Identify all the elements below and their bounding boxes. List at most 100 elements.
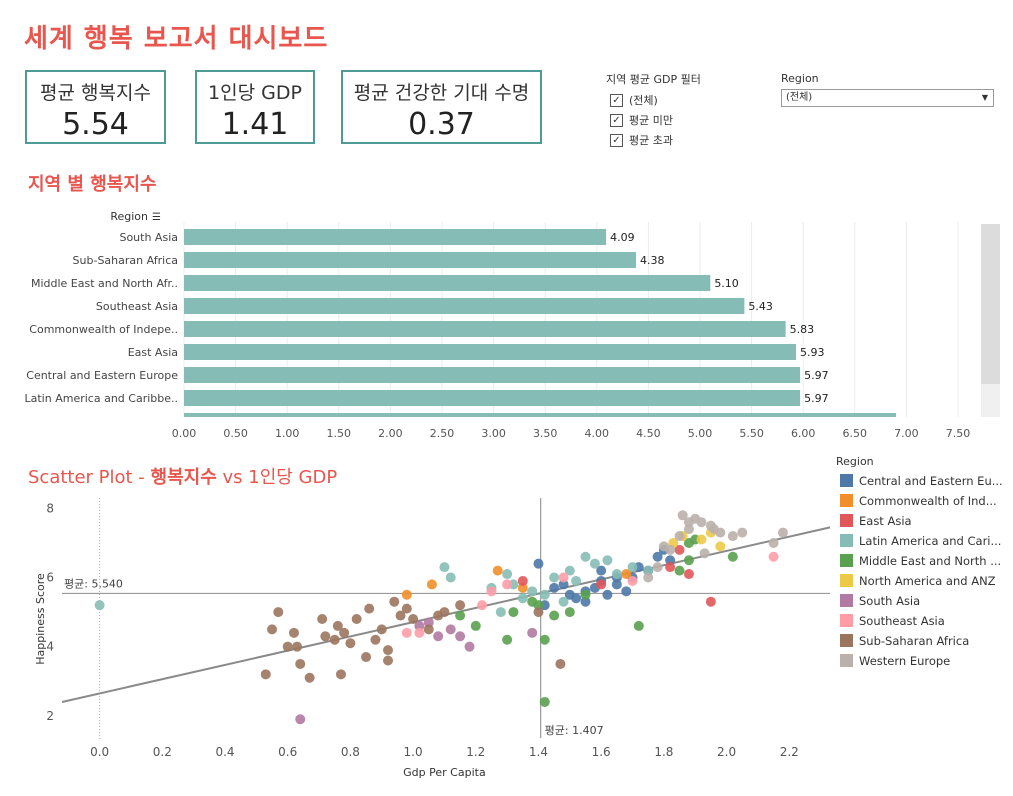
scatter-point (329, 634, 340, 645)
bar-x-tick-label: 7.00 (894, 427, 919, 440)
kpi-label: 1인당 GDP (208, 82, 302, 104)
scatter-x-tick-label: 1.6 (592, 745, 611, 759)
scatter-point (445, 624, 456, 635)
scatter-point (470, 620, 481, 631)
region-dropdown[interactable]: (전체) ▼ (781, 89, 994, 107)
scatter-point (401, 589, 412, 600)
scatter-point (674, 531, 685, 542)
legend-item-label: East Asia (859, 514, 912, 528)
scatter-point (596, 579, 607, 590)
scatter-point (401, 603, 412, 614)
legend-swatch (840, 534, 853, 547)
legend-swatch (840, 574, 853, 587)
scatter-point (705, 596, 716, 607)
scatter-point (339, 627, 350, 638)
scatter-point (433, 631, 444, 642)
scatter-point (533, 607, 544, 618)
scatter-point (533, 600, 544, 611)
legend-item-label: Commonwealth of Ind... (859, 494, 997, 508)
kpi-value: 1.41 (221, 107, 289, 142)
region-dropdown-value: (전체) (786, 92, 813, 103)
scatter-point (477, 600, 488, 611)
scatter-point (683, 517, 694, 528)
scatter-point (455, 600, 466, 611)
checkbox-checked-icon[interactable]: ✓ (610, 133, 623, 147)
filter-option-above-average[interactable]: ✓ 평균 초과 (610, 132, 673, 148)
bar-category-label: Middle East and North Afr.. (31, 277, 178, 290)
bar-x-tick-label: 4.50 (636, 427, 661, 440)
scrollbar-thumb[interactable] (981, 224, 1000, 384)
scatter-point (345, 638, 356, 649)
scatter-y-axis-label: Happiness Score (34, 573, 47, 665)
scatter-point (564, 565, 575, 576)
filter-option-label: 평균 미만 (629, 114, 673, 127)
checkbox-checked-icon[interactable]: ✓ (610, 113, 623, 127)
scatter-x-tick-label: 0.0 (90, 745, 109, 759)
scatter-point (455, 610, 466, 621)
scatter-point (658, 541, 669, 552)
kpi-label: 평균 행복지수 (40, 82, 151, 104)
filter-option-below-average[interactable]: ✓ 평균 미만 (610, 112, 673, 128)
bar-value-label: 5.43 (748, 300, 773, 313)
scatter-y-tick-label: 8 (46, 501, 54, 515)
bar (184, 367, 801, 383)
scatter-point (580, 596, 591, 607)
kpi-label: 평균 건강한 기대 수명 (353, 82, 530, 104)
legend-swatch (840, 474, 853, 487)
scatter-point (455, 631, 466, 642)
scatter-point (652, 551, 663, 562)
bar (184, 275, 711, 291)
legend-swatch (840, 514, 853, 527)
scatter-point (389, 596, 400, 607)
legend-item-label: South Asia (859, 594, 920, 608)
legend-item-label: Middle East and North ... (859, 554, 1001, 568)
legend-item-label: Southeast Asia (859, 614, 945, 628)
scatter-point (558, 572, 569, 583)
bar (184, 229, 607, 245)
bar-value-label: 5.97 (804, 392, 829, 405)
legend-swatch (840, 654, 853, 667)
scatter-x-tick-label: 2.0 (717, 745, 736, 759)
scatter-y-tick-label: 2 (46, 709, 54, 723)
scatter-point (376, 624, 387, 635)
scatter-point (683, 569, 694, 580)
dropdown-arrow-icon[interactable]: ▼ (981, 93, 988, 102)
bar-x-tick-label: 7.50 (946, 427, 971, 440)
scatter-x-tick-label: 0.4 (215, 745, 234, 759)
bar-value-label: 5.10 (714, 277, 739, 290)
legend-title: Region (836, 455, 874, 468)
bar-x-tick-label: 5.50 (739, 427, 764, 440)
kpi-card-happiness: 평균 행복지수 5.54 (25, 70, 166, 144)
legend-swatch (840, 614, 853, 627)
bar-x-tick-label: 2.00 (378, 427, 403, 440)
scatter-y-tick-label: 6 (46, 571, 54, 585)
scatter-point (571, 593, 582, 604)
scatter-x-tick-label: 2.2 (780, 745, 799, 759)
scatter-point (727, 551, 738, 562)
scatter-point (674, 544, 685, 555)
bar-x-tick-label: 1.00 (275, 427, 300, 440)
scatter-point (596, 565, 607, 576)
bar-x-tick-label: 0.50 (223, 427, 248, 440)
scatter-point (282, 641, 293, 652)
bar-x-tick-label: 6.00 (791, 427, 816, 440)
checkbox-checked-icon[interactable]: ✓ (610, 93, 623, 107)
scatter-point (611, 569, 622, 580)
scatter-point (665, 555, 676, 566)
scatter-point (361, 652, 372, 663)
scatter-x-tick-label: 1.4 (529, 745, 548, 759)
scatter-point (589, 558, 600, 569)
scatter-point (549, 582, 560, 593)
bar (184, 252, 637, 268)
scatter-point (408, 614, 419, 624)
scatter-point (768, 551, 779, 562)
filter-option-all[interactable]: ✓ (전체) (610, 92, 658, 108)
scatter-point (439, 607, 450, 618)
bar (184, 390, 801, 406)
scatter-point (571, 575, 582, 586)
sort-icon: ☰ (152, 212, 161, 223)
scatter-point (502, 569, 513, 580)
scatter-chart-title: Scatter Plot - 행복지수 vs 1인당 GDP (28, 463, 337, 489)
scatter-point (633, 620, 644, 631)
scatter-point (517, 582, 528, 593)
